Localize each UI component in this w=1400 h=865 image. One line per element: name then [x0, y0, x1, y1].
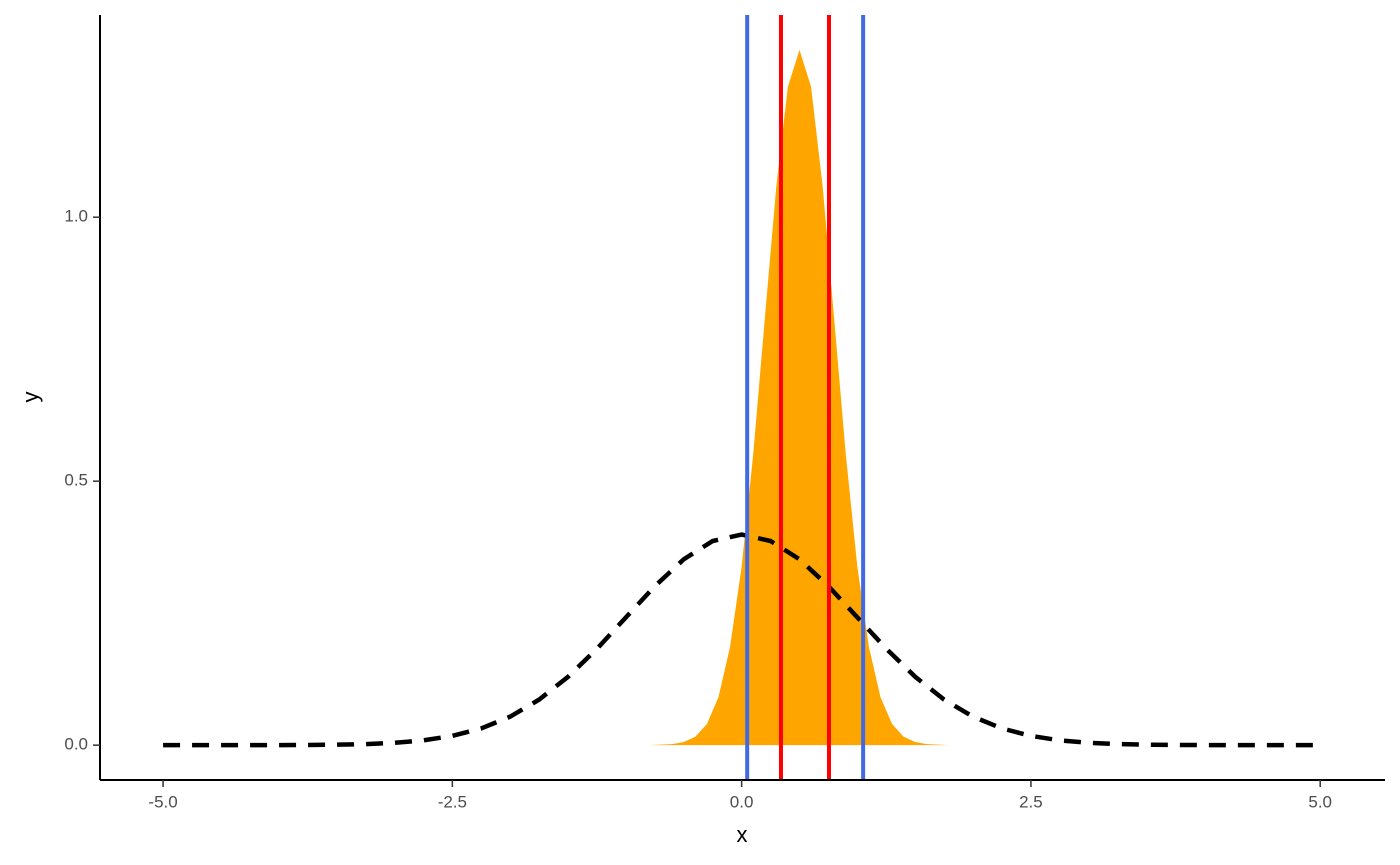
x-tick-label: -2.5: [438, 792, 467, 811]
density-line: [163, 532, 1321, 748]
x-tick-label: 5.0: [1308, 792, 1332, 811]
y-tick-label: 0.0: [64, 735, 88, 754]
x-tick-label: -5.0: [148, 792, 177, 811]
y-axis-title: y: [18, 392, 43, 403]
y-tick-label: 0.5: [64, 471, 88, 490]
x-tick-label: 2.5: [1019, 792, 1043, 811]
density-area: [649, 49, 950, 746]
x-axis-title: x: [737, 822, 748, 847]
x-tick-label: 0.0: [730, 792, 754, 811]
y-tick-label: 1.0: [64, 207, 88, 226]
